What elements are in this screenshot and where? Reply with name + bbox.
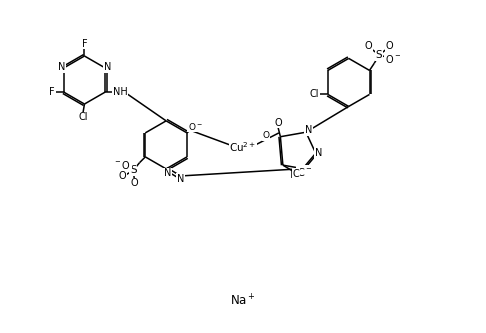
Text: Cl: Cl bbox=[310, 90, 319, 100]
Text: F: F bbox=[82, 39, 87, 49]
Text: O$^-$: O$^-$ bbox=[384, 53, 400, 65]
Text: O: O bbox=[364, 41, 372, 51]
Text: N: N bbox=[164, 168, 171, 178]
Text: Cu$^{2+}$: Cu$^{2+}$ bbox=[229, 141, 257, 154]
Text: O: O bbox=[263, 132, 270, 141]
Text: F: F bbox=[49, 87, 54, 97]
Text: S: S bbox=[376, 50, 382, 60]
Text: O: O bbox=[119, 171, 126, 181]
Text: Na$^+$: Na$^+$ bbox=[230, 293, 256, 309]
Text: N: N bbox=[177, 174, 184, 184]
Text: O: O bbox=[386, 41, 394, 51]
Text: NH: NH bbox=[113, 87, 127, 97]
Text: O: O bbox=[274, 118, 282, 128]
Text: Cl: Cl bbox=[78, 113, 88, 123]
Text: N: N bbox=[57, 62, 65, 72]
Text: O: O bbox=[130, 178, 138, 188]
Text: $^-$O: $^-$O bbox=[113, 159, 131, 170]
Text: O$^-$: O$^-$ bbox=[188, 121, 203, 132]
Text: N: N bbox=[104, 62, 111, 72]
Text: C$^-$: C$^-$ bbox=[297, 166, 312, 177]
Text: C: C bbox=[293, 169, 300, 179]
Text: N: N bbox=[305, 125, 312, 135]
Text: N: N bbox=[315, 148, 322, 158]
Text: S: S bbox=[130, 166, 137, 175]
